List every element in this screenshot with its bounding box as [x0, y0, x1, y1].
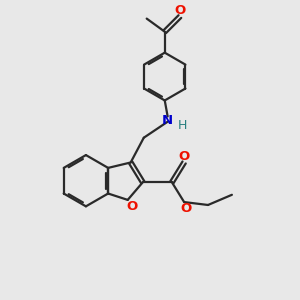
- Text: O: O: [178, 149, 190, 163]
- Text: O: O: [180, 202, 191, 215]
- Text: H: H: [178, 119, 188, 132]
- Text: N: N: [162, 114, 173, 127]
- Text: O: O: [175, 4, 186, 16]
- Text: O: O: [127, 200, 138, 213]
